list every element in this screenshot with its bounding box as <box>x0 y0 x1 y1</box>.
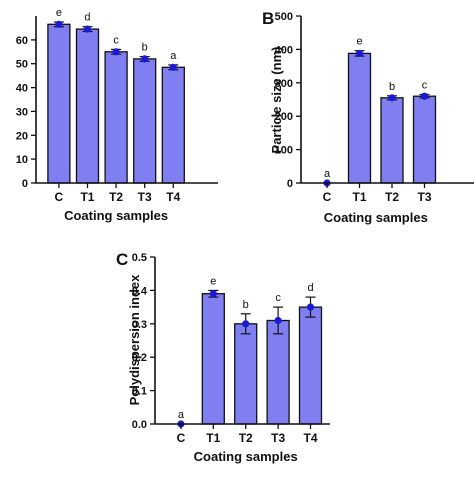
bar-t3 <box>133 58 157 184</box>
x-tick-label: T3 <box>138 190 152 204</box>
bar-t1 <box>75 28 100 184</box>
significance-letter: c <box>422 80 428 92</box>
panel-b-chart: aCe T1 b T2 c T3 0 100 200 300 400 500 Coating sampl… <box>262 9 474 225</box>
y-tick-label: 60 <box>16 35 28 47</box>
bar-c <box>47 23 71 184</box>
y-tick-label: 20 <box>16 130 28 142</box>
x-axis-title: Coating samples <box>64 208 168 223</box>
y-tick-label: 0 <box>287 178 293 190</box>
y-tick-label: 0.4 <box>132 285 148 297</box>
y-tick-label: 200 <box>275 111 293 123</box>
bar-t2 <box>380 97 404 184</box>
significance-letter: d <box>84 12 90 24</box>
significance-letter: e <box>356 36 362 48</box>
mean-point <box>355 49 364 58</box>
y-tick-label: 0.1 <box>132 386 147 398</box>
y-tick-label: 0.2 <box>132 352 147 364</box>
y-tick-label: 500 <box>275 11 293 23</box>
x-tick-label: T2 <box>109 190 123 204</box>
x-tick-label: T3 <box>417 190 431 204</box>
x-tick-label: T1 <box>206 431 220 445</box>
y-axis-title: Polydispersion index <box>127 274 142 406</box>
bar-t1 <box>201 293 225 425</box>
significance-letter: c <box>113 34 119 46</box>
significance-letter: c <box>275 292 281 304</box>
mean-point <box>209 290 217 298</box>
significance-letter: a <box>170 50 177 62</box>
mean-point <box>420 92 429 100</box>
y-axis-title: Particle size (nm) <box>269 47 284 154</box>
y-tick-label: 100 <box>275 145 293 157</box>
significance-letter: e <box>210 275 216 287</box>
panel-letter: B <box>262 9 274 28</box>
bar-t4 <box>161 66 185 184</box>
y-tick-label: 300 <box>275 78 293 90</box>
x-tick-label: T1 <box>80 190 94 204</box>
x-tick-label: C <box>55 190 64 204</box>
y-tick-label: 400 <box>275 44 293 56</box>
bar-t3 <box>412 95 437 184</box>
mean-point <box>274 316 282 325</box>
x-axis-title: Coating samples <box>324 210 428 225</box>
panel-a-chart: e Cd T1 c T2 b T3 a T4 0 10 20 30 40 50 60 Coating sampl… <box>16 7 218 223</box>
y-tick-label: 40 <box>16 83 28 95</box>
significance-letter: e <box>56 7 62 19</box>
mean-point <box>55 20 63 28</box>
y-tick-label: 0 <box>22 178 28 190</box>
x-tick-label: T4 <box>304 431 318 445</box>
mean-point <box>242 320 250 328</box>
mean-point <box>83 25 92 33</box>
bar-t1 <box>347 52 372 184</box>
y-tick-label: 30 <box>16 106 28 118</box>
x-tick-label: T1 <box>352 190 366 204</box>
x-axis-title: Coating samples <box>194 449 298 464</box>
y-tick-label: 0.3 <box>132 319 147 331</box>
significance-letter: b <box>243 299 249 311</box>
mean-point <box>306 303 315 311</box>
x-tick-label: T2 <box>385 190 399 204</box>
significance-letter: b <box>389 81 395 93</box>
panel-c-chart: aCeT1bT2cT3dT40.00.10.20.30.40.5Coating … <box>116 250 330 464</box>
mean-point <box>141 55 149 63</box>
y-tick-label: 10 <box>16 154 28 166</box>
y-tick-label: 0.5 <box>132 252 147 264</box>
bar-t2 <box>104 51 128 184</box>
x-tick-label: C <box>177 431 186 445</box>
significance-letter: b <box>142 42 148 54</box>
x-tick-label: T4 <box>166 190 180 204</box>
significance-letter: a <box>178 409 185 421</box>
y-tick-label: 50 <box>16 59 28 71</box>
bar-t2 <box>234 323 258 425</box>
significance-letter: d <box>307 282 313 294</box>
bar-t4 <box>298 306 323 425</box>
y-tick-label: 0.0 <box>132 419 147 431</box>
mean-point <box>112 48 120 56</box>
bar-t3 <box>266 319 290 425</box>
x-tick-label: C <box>323 190 332 204</box>
mean-point <box>388 94 396 102</box>
x-tick-label: T2 <box>239 431 253 445</box>
panel-letter: C <box>116 250 128 269</box>
mean-point <box>169 63 177 71</box>
significance-letter: a <box>324 168 331 180</box>
x-tick-label: T3 <box>271 431 285 445</box>
